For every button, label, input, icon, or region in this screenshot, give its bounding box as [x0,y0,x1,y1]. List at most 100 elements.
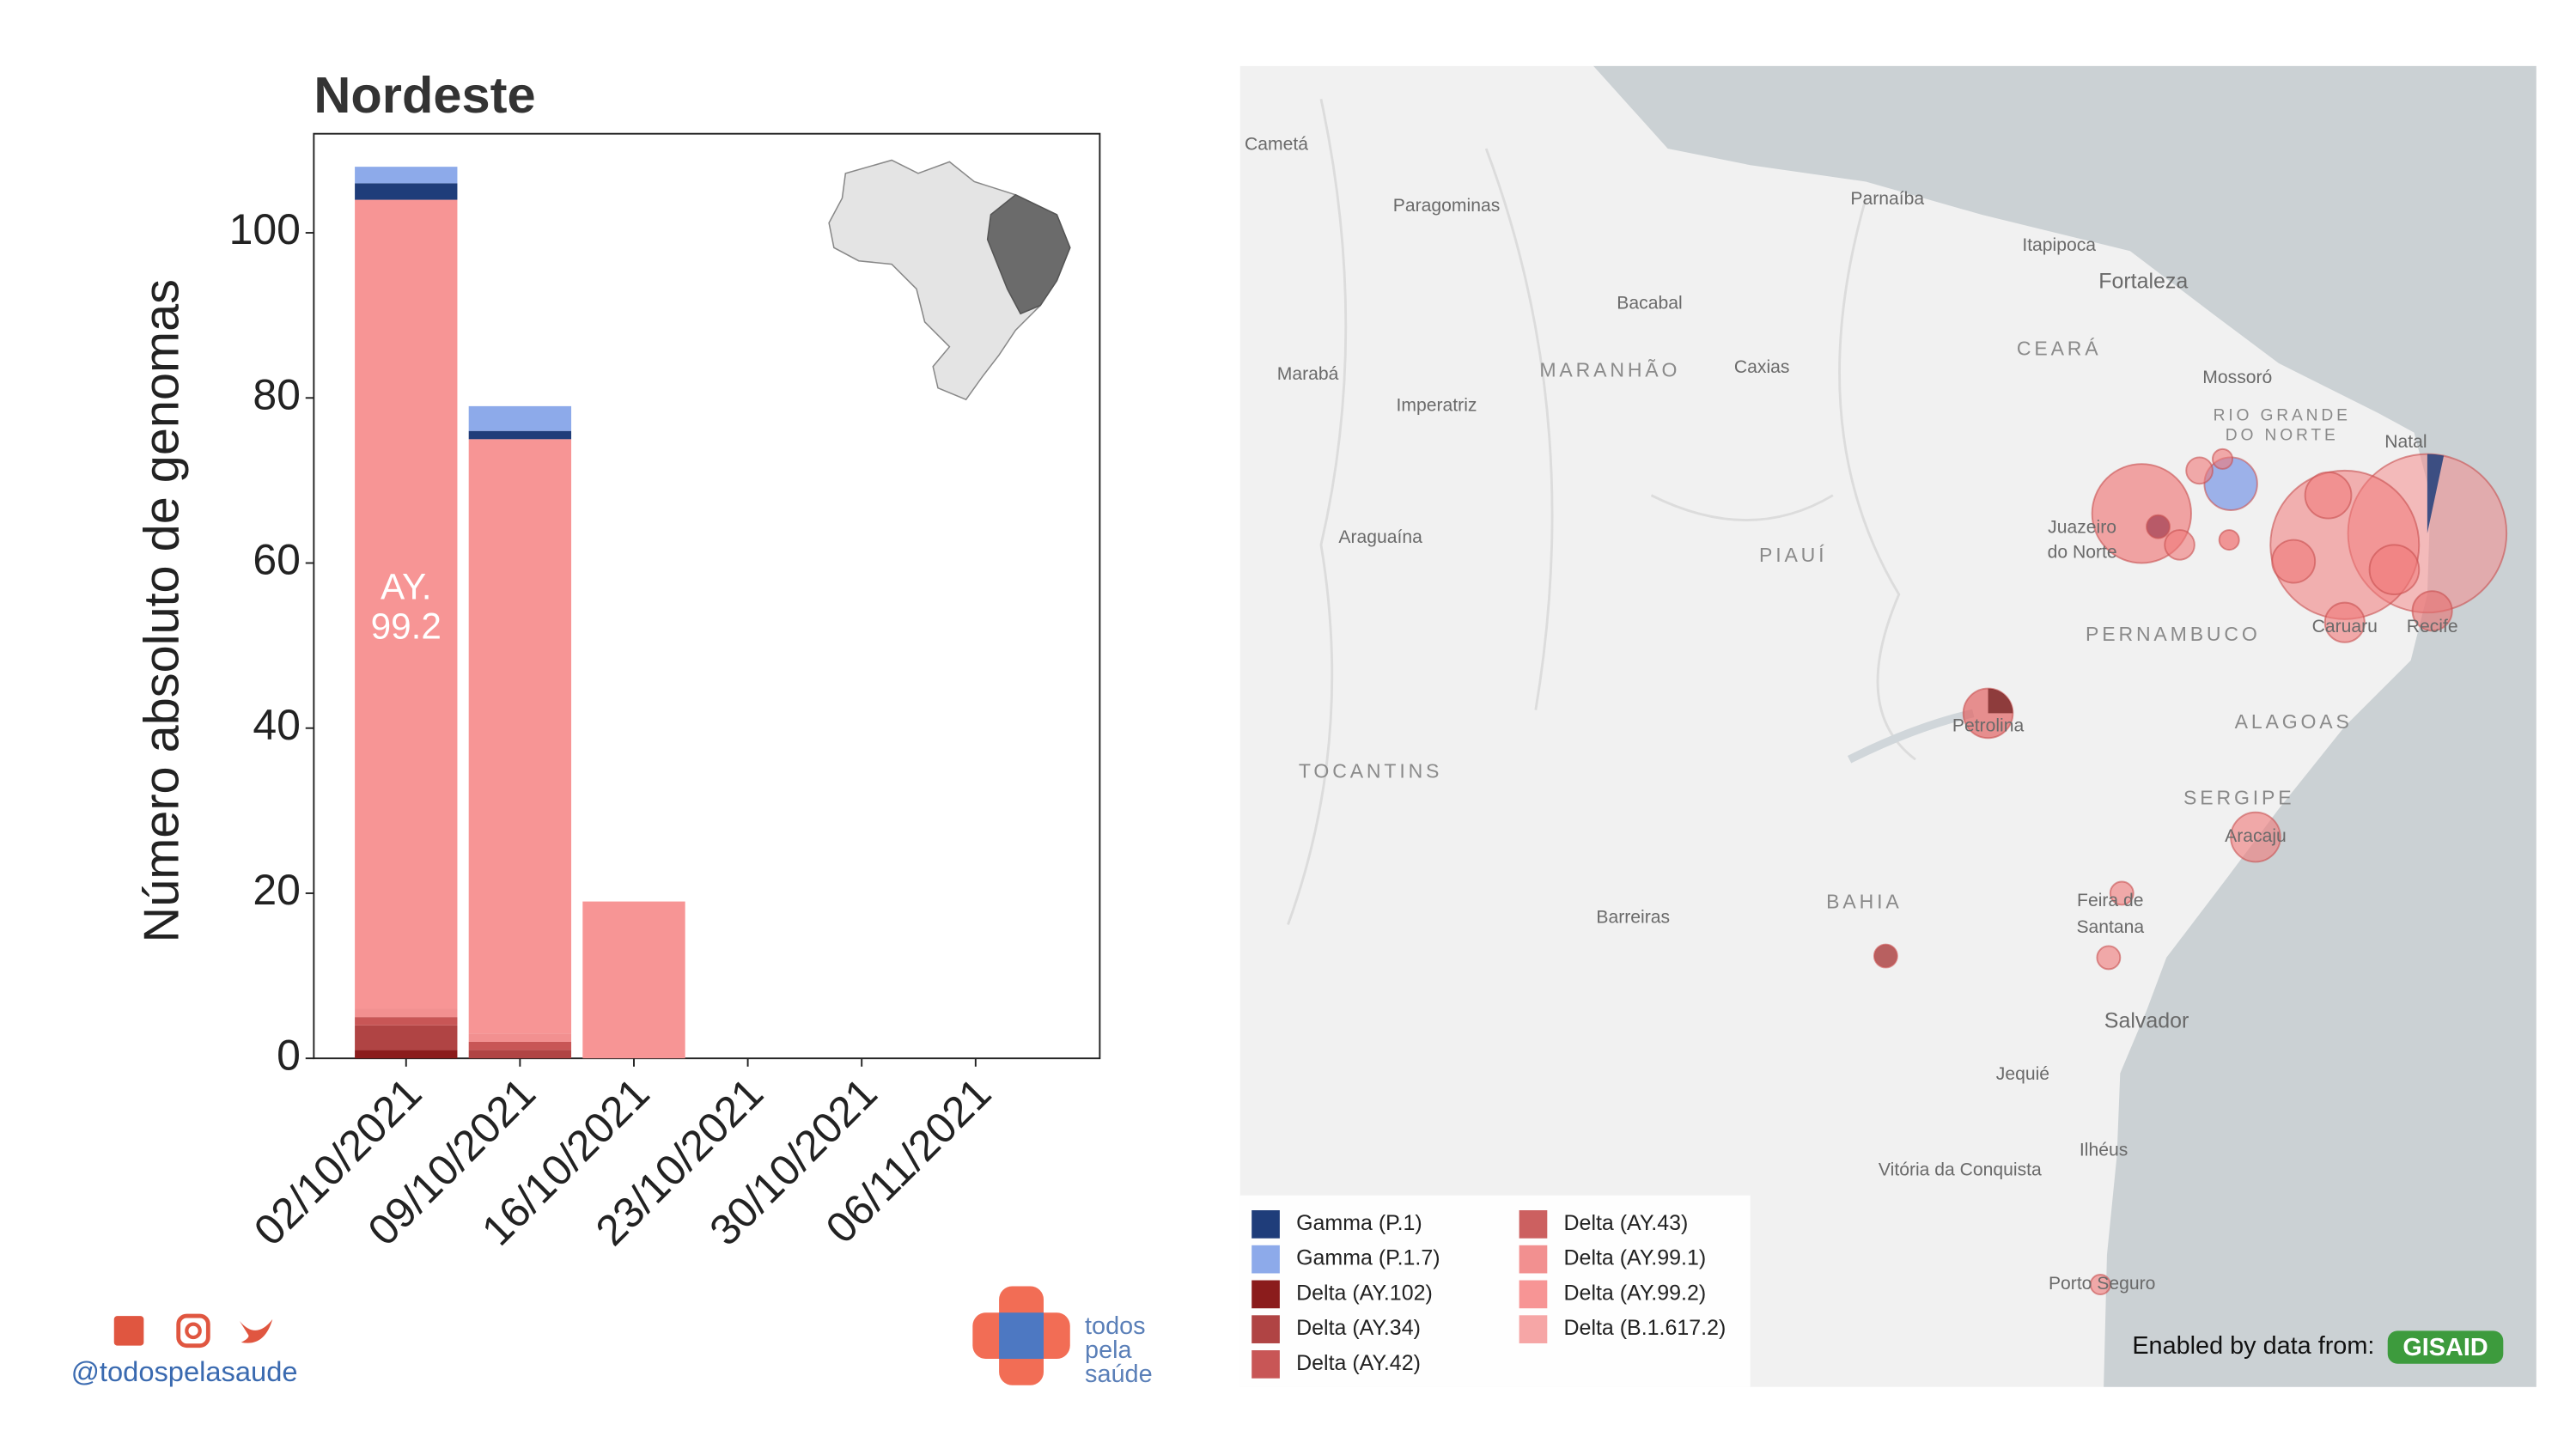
legend-label: Delta (AY.42) [1296,1351,1421,1375]
city-label: Salvador [2104,1008,2189,1032]
legend-label: Delta (AY.99.2) [1564,1281,1707,1305]
legend-swatch [1519,1245,1548,1274]
legend-swatch [1251,1315,1280,1343]
legend-swatch [1519,1315,1548,1343]
city-label: Juazeiro [2048,518,2116,538]
lineage-pie [2411,590,2453,632]
lineage-pie [2089,1274,2111,1296]
lineage-pie [2096,945,2122,971]
lineage-pie [2230,811,2281,863]
y-tick-label: 100 [229,205,301,253]
city-label: Mossoró [2202,368,2272,387]
logo [972,1286,1070,1385]
instagram-icon[interactable] [176,1313,210,1349]
y-tick-label: 40 [253,701,301,749]
bar-segment [468,1050,572,1059]
city-label: Vitória da Conquista [1879,1160,2042,1179]
reservoir [1847,709,1975,764]
city-label: Jequié [1996,1064,2049,1084]
logo-center [999,1312,1044,1360]
state-label: TOCANTINS [1299,760,1442,782]
y-tick-label: 80 [253,370,301,418]
mini-map [828,159,1071,401]
bar-segment [468,405,572,431]
legend-label: Gamma (P.1) [1296,1211,1422,1235]
legend: Delta (AY.102) Delta (AY.34) Delta (AY.42)… [1251,1210,1726,1379]
social-handle: @todospelasaude [71,1355,298,1387]
legend-label: Delta (B.1.617.2) [1564,1316,1726,1340]
city-label: Fortaleza [2098,269,2188,293]
bar-segment [355,1050,458,1059]
badge-bg [2387,1330,2504,1364]
lineage-pie [2304,471,2353,520]
state-label: SERGIPE [2183,786,2294,808]
state-label: DO NORTE [2226,427,2339,445]
city-label: Porto Seguro [2049,1274,2155,1294]
pie-slice [1988,688,2013,714]
state-label: RIO GRANDE [2214,406,2351,424]
legend-label: Gamma (P.1.7) [1296,1246,1440,1270]
legend-swatch [1251,1245,1280,1274]
annotation: 99.2 [371,606,442,647]
attribution: Enabled by data from: [2132,1332,2374,1360]
city-label: Natal [2384,432,2427,452]
state-label: PIAUÍ [1759,544,1827,566]
bar-segment [355,167,458,184]
legend-label: Delta (AY.99.1) [1564,1246,1707,1270]
lineage-pie [1873,943,1898,969]
city-label: Aracaju [2225,826,2287,846]
social [113,1313,273,1349]
lineage-pie [2146,514,2171,539]
city-label: Imperatriz [1397,395,1477,415]
y-axis-label: Número absoluto de genomas [135,279,190,942]
city-label: Araguaína [1338,527,1422,547]
state-label: PERNAMBUCO [2086,623,2261,645]
city-label: Marabá [1277,364,1339,384]
city-label: Cametá [1245,135,1308,155]
bar-segment [468,1033,572,1042]
city-label: Parnaíba [1850,189,1924,209]
lineage-pie [2218,529,2240,551]
bar-segment [468,439,572,1034]
city-label: Caruaru [2312,617,2378,636]
lineage-pie [2185,456,2214,485]
city-label: Ilhéus [2080,1140,2128,1160]
rivers [1287,99,1916,925]
state-label: MARANHÃO [1539,359,1680,381]
bar-segment [582,901,685,1059]
ocean [1593,65,2536,1387]
legend-label: Delta (AY.43) [1564,1211,1689,1235]
lineage-pie [2271,539,2317,584]
city-label: Recife [2407,617,2458,636]
lineage-pie [2164,529,2195,561]
lineage-pie [2212,447,2234,470]
chart-title: Nordeste [314,66,535,124]
legend-swatch [1519,1210,1548,1239]
legend-swatch [1251,1280,1280,1309]
bar-segment [468,1041,572,1050]
badge: GISAID [2402,1334,2488,1361]
bar-segment [355,1025,458,1050]
logo-word: pela [1085,1336,1132,1364]
state-label: ALAGOAS [2235,710,2353,733]
city-label: do Norte [2048,543,2117,563]
northeast-shape [986,193,1071,315]
map-layer: Cametá Paragominas Parnaíba ItapipocaFortal… [1245,135,2508,1296]
facebook-icon[interactable] [113,1316,144,1346]
map [1239,65,2536,1387]
bar-segment [355,199,458,1009]
bar-segment [468,430,572,440]
city-label: Feira de [2077,891,2144,910]
annotation: AY. [381,566,432,606]
lineage-pie [2323,601,2366,643]
lineage-pie [2368,544,2421,595]
twitter-icon[interactable] [239,1318,273,1343]
bar-segment [355,1017,458,1026]
bar-segment [355,183,458,200]
logo-word: saúde [1085,1361,1153,1388]
city-label: Petrolina [1952,715,2025,735]
bar-segment [355,1008,458,1018]
